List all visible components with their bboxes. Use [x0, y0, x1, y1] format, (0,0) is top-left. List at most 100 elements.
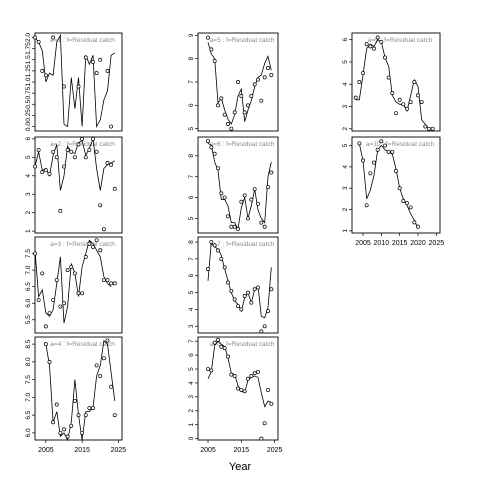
observation-point — [364, 203, 369, 208]
observation-point — [262, 324, 267, 329]
observation-point — [383, 55, 387, 60]
panel-label: a=4 : f=Residual catch — [50, 341, 115, 348]
y-tick-label: 6 — [25, 137, 32, 141]
observation-point — [80, 430, 85, 435]
observation-point — [98, 203, 103, 208]
observation-point — [405, 201, 409, 206]
y-tick-label: 3 — [188, 324, 195, 328]
observation-point — [94, 149, 99, 154]
observation-point — [252, 371, 257, 376]
observation-point — [43, 168, 48, 173]
observation-point — [226, 354, 230, 359]
observation-point — [209, 368, 214, 373]
y-tick-label: 0.0 — [25, 122, 32, 131]
observation-point — [239, 199, 244, 204]
observation-point — [361, 71, 365, 76]
observation-point — [229, 224, 234, 229]
observation-point — [206, 367, 210, 371]
y-tick-label: 3 — [188, 395, 195, 399]
y-tick-label: 7.5 — [25, 375, 32, 384]
observation-point — [357, 80, 362, 84]
panel-label: a=6 : f=Residual catch — [210, 141, 275, 148]
observation-point — [219, 256, 224, 261]
observation-point — [408, 100, 413, 104]
observation-point — [112, 281, 117, 286]
observation-point — [397, 97, 402, 102]
x-tick-label: 2025 — [267, 447, 283, 454]
fitted-line — [34, 239, 112, 324]
observation-point — [401, 199, 406, 203]
observation-point — [383, 143, 387, 148]
x-tick-label: 2015 — [392, 240, 408, 247]
observation-point — [36, 39, 41, 44]
observation-point — [83, 254, 88, 259]
observation-point — [54, 278, 59, 282]
observation-point — [372, 46, 376, 51]
observation-point — [109, 281, 114, 286]
observation-point — [58, 430, 63, 435]
observation-point — [94, 363, 99, 368]
observation-point — [269, 401, 274, 406]
observation-point — [216, 248, 220, 253]
y-tick-label: 7 — [188, 339, 195, 343]
panel-label: a=7 : f=Residual catch — [210, 241, 275, 248]
y-tick-label: 6.0 — [25, 428, 32, 437]
observation-point — [98, 57, 103, 62]
observation-point — [375, 147, 380, 152]
observation-point — [232, 297, 237, 302]
observation-point — [98, 248, 103, 253]
x-tick-label: 2005 — [200, 447, 216, 454]
observation-point — [105, 160, 110, 165]
fitted-line — [34, 33, 116, 128]
observation-point — [101, 356, 106, 361]
observation-point — [62, 301, 66, 306]
observation-point — [76, 142, 81, 147]
y-tick-label: 5 — [188, 367, 195, 371]
observation-point — [269, 287, 274, 292]
observation-point — [212, 340, 217, 345]
observation-point — [76, 84, 81, 89]
observation-point — [43, 342, 48, 347]
observation-point — [216, 103, 220, 108]
y-tick-label: 6 — [342, 37, 349, 41]
observation-point — [222, 195, 227, 200]
observation-point — [386, 149, 391, 154]
observation-point — [87, 406, 92, 410]
observation-point — [62, 84, 66, 89]
x-tick-label: 2015 — [234, 447, 250, 454]
y-tick-label: 5.5 — [25, 315, 32, 324]
observation-point — [47, 171, 52, 176]
observation-point — [408, 205, 413, 210]
x-tick-label: 2010 — [374, 240, 390, 247]
panel-label: a=3 : f=Residual catch — [50, 241, 115, 248]
observation-point — [419, 100, 424, 104]
fitted-line — [45, 339, 116, 442]
panel-1: 0.00.250.50.751.01.251.51.752.0 a=1 : f=R… — [25, 32, 123, 132]
observation-point — [109, 124, 114, 129]
observation-point — [427, 126, 431, 131]
observation-point — [259, 98, 264, 103]
panel-7: 5.5 6.0 6.5 7.0 7.5 a=3 : f=Residual catch — [25, 236, 123, 334]
observation-point — [112, 186, 117, 191]
panel-5: 5 6 7 8 a=6 : f=Residual catch — [188, 136, 279, 234]
observation-point — [62, 427, 66, 432]
observation-point — [242, 293, 247, 298]
fitted-line — [355, 39, 430, 130]
observation-point — [256, 285, 260, 290]
observation-point — [206, 139, 210, 144]
y-tick-label: 2 — [342, 127, 349, 131]
observation-point — [364, 42, 369, 47]
observation-point — [216, 166, 220, 171]
observation-point — [101, 278, 106, 282]
panel-frame — [34, 336, 123, 441]
y-tick-label: 7.5 — [25, 249, 32, 258]
y-tick-label: 7.0 — [25, 392, 32, 401]
y-tick-label: 1.0 — [25, 77, 32, 86]
panel-label: a=1 : f=Residual catch — [50, 37, 115, 44]
observation-point — [259, 436, 264, 441]
y-tick-label: 7.0 — [25, 265, 32, 274]
observation-point — [222, 265, 227, 270]
observation-point — [390, 149, 395, 154]
observation-point — [430, 126, 435, 131]
y-tick-label: 4 — [25, 174, 32, 178]
